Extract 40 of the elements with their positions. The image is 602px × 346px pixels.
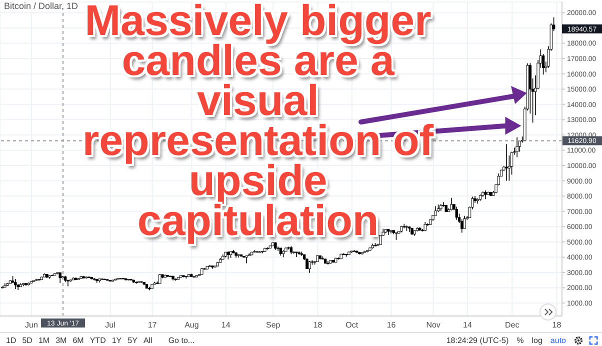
candlestick (245, 255, 248, 264)
candlestick (516, 136, 518, 158)
candlestick (434, 206, 437, 216)
candlestick (295, 252, 298, 258)
chart-title: Bitcoin / Dollar, 1D (4, 1, 78, 11)
candlestick (505, 144, 508, 182)
x-tick-label: 17 (148, 320, 158, 330)
text: Go to... (168, 336, 195, 344)
text: 5Y (128, 336, 138, 344)
x-tick-label: 18 (313, 320, 323, 330)
text: log (532, 336, 542, 344)
x-tick-label: 14 (463, 320, 472, 330)
text: 1D (6, 336, 16, 344)
x-tick-label: Jul (105, 320, 116, 330)
text: All (143, 336, 152, 344)
x-tick-label: Oct (346, 320, 359, 330)
candlestick (455, 206, 458, 220)
x-tick-label: 16 (386, 320, 396, 330)
text: 6M (72, 336, 84, 344)
x-tick-label: Nov (426, 320, 440, 330)
x-tick-label: 14 (221, 320, 231, 330)
candlestick (450, 197, 453, 211)
candlestick (463, 216, 466, 230)
x-tick-label: Jun (25, 320, 38, 330)
text: 3M (56, 336, 67, 344)
x-tick-label: Aug (184, 320, 199, 330)
x-tick-label: Sep (266, 320, 281, 330)
text: 5D (22, 336, 32, 344)
candlestick (14, 278, 17, 290)
text: YTD (90, 336, 106, 344)
candlestick (542, 54, 545, 75)
text: 18:24:29 (UTC-5) (446, 336, 509, 344)
text: auto (550, 336, 566, 344)
text: % (516, 336, 524, 344)
text: 1Y (112, 336, 122, 344)
x-tick-label: 18 (552, 320, 562, 330)
candlestick (308, 260, 311, 274)
candlestick (158, 274, 162, 284)
text: 1M (38, 336, 50, 344)
x-tick-label: Dec (504, 320, 520, 330)
